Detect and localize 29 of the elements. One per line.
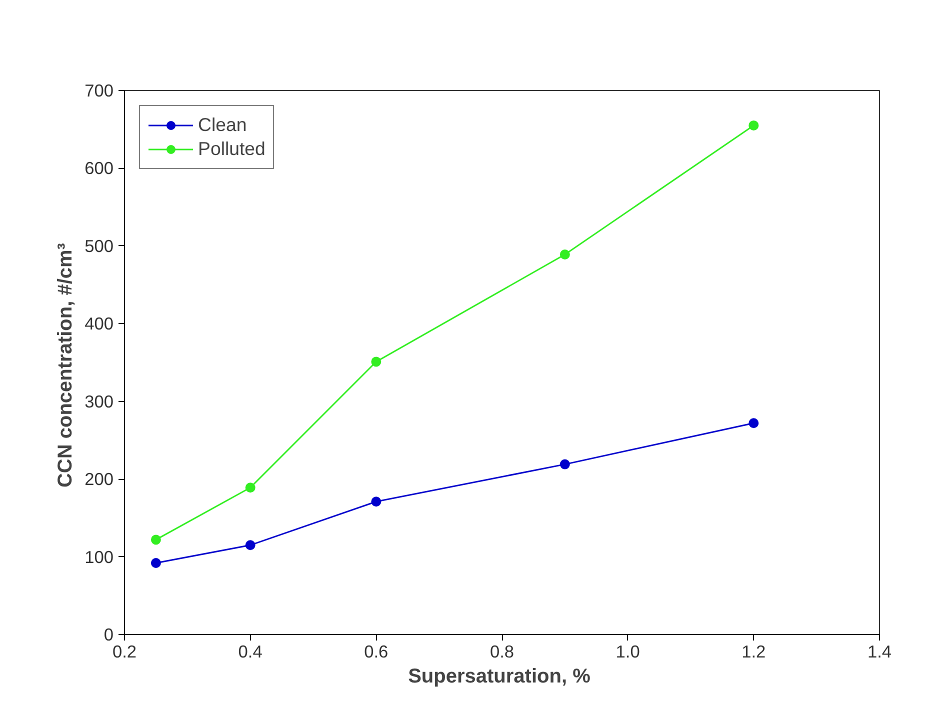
point [560,459,570,470]
point [245,482,256,493]
y-tick-label: 200 [84,469,114,490]
x-tick-label: 0.4 [238,642,263,662]
point [371,356,382,367]
y-tick-label: 300 [84,391,114,412]
y-tick-label: 600 [84,158,114,178]
x-tick-label: 0.8 [490,642,514,662]
x-tick-label: 1.0 [616,642,640,662]
point [748,418,759,428]
x-tick-label: 1.4 [867,642,892,662]
point [245,540,256,550]
y-tick-label: 500 [84,236,114,256]
legend-label: Polluted [198,138,266,160]
point [748,120,759,130]
y-tick-label: 100 [84,546,114,567]
point [150,534,161,545]
x-tick-label: 0.2 [112,642,137,662]
point [560,249,570,260]
point [371,496,382,507]
y-tick-label: 700 [84,80,114,100]
y-tick-label: 0 [104,624,114,644]
x-axis-title: Supersaturation, % [408,666,591,688]
x-tick-label: 1.2 [742,642,766,662]
legend-label: Clean [198,114,247,136]
y-tick-label: 400 [84,314,114,334]
point [150,558,161,568]
y-axis-title: CCN concentration, #/cm³ [54,242,77,488]
x-tick-label: 0.6 [364,642,388,662]
